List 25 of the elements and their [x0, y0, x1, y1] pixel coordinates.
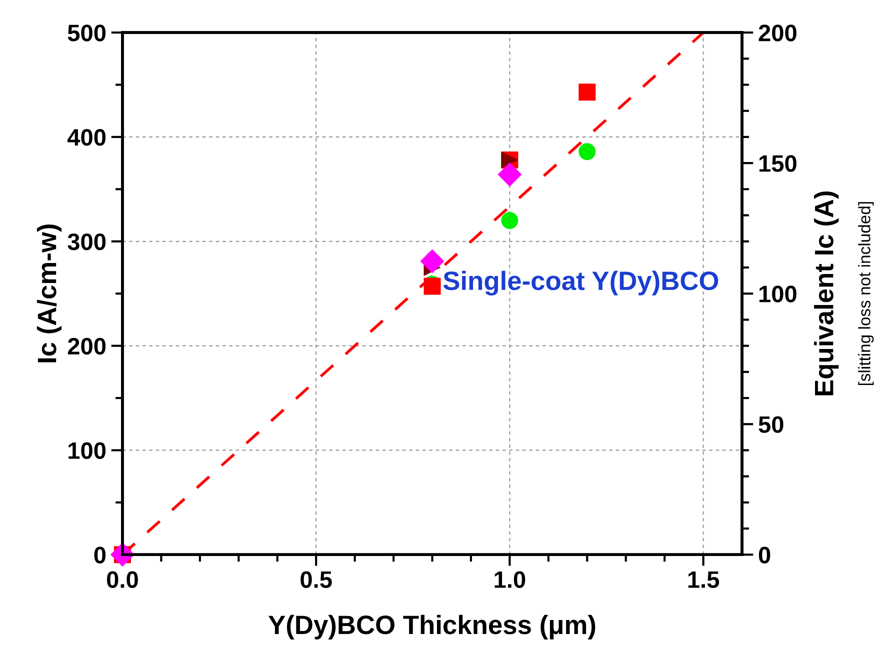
y-tick-label: 200: [68, 338, 106, 355]
y-tick-label: 500: [68, 24, 106, 42]
text: [slitting loss not included]: [858, 202, 874, 386]
y2-tick-label: 150: [759, 155, 796, 172]
x-tick-label: 1.5: [688, 571, 720, 588]
x-tick-label: 1.0: [494, 571, 526, 588]
x-axis-title: Y(Dy)BCO Thickness (μm): [268, 614, 596, 640]
x-tick-label: 0.0: [107, 571, 138, 588]
point: [578, 143, 596, 160]
x-tick-label: 0.5: [300, 571, 332, 588]
point: [420, 249, 444, 274]
y2-tick-label: 0: [758, 546, 770, 564]
point: [501, 212, 518, 230]
y-axis-title: Ic (A/cm-w): [36, 224, 62, 362]
y2-tick-label: 200: [758, 24, 796, 42]
point: [498, 162, 522, 187]
y-tick-label: 400: [67, 129, 106, 146]
y-tick-label: 300: [68, 233, 106, 250]
y2-tick-label: 50: [758, 416, 784, 433]
point: [578, 84, 596, 101]
annotation: Single-coat Y(Dy)BCO: [443, 270, 718, 296]
y2-tick-label: 100: [759, 286, 796, 302]
y2-axis-title: Equivalent Ic (A): [814, 192, 839, 396]
y-tick-label: 100: [68, 442, 106, 460]
y-tick-label: 0: [94, 546, 106, 564]
